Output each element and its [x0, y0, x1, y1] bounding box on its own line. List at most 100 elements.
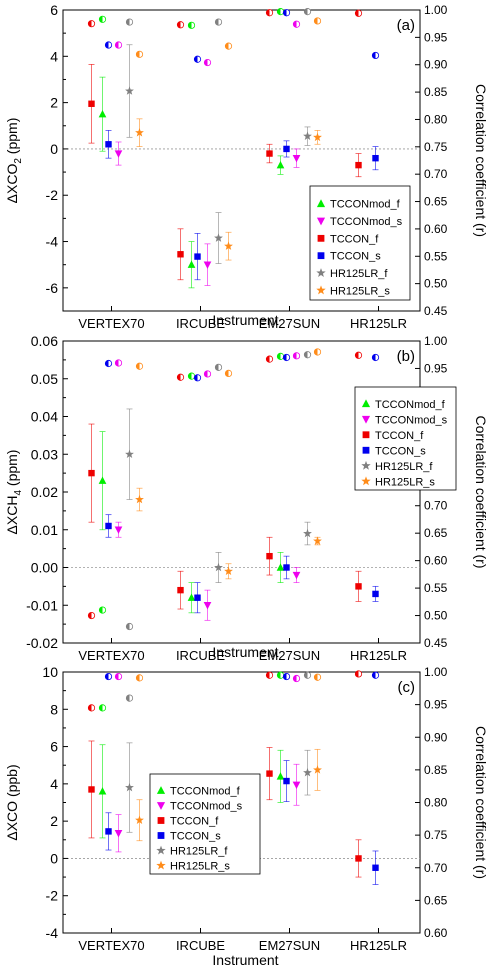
legend-marker	[361, 476, 371, 486]
y2-tick-label: 0.80	[424, 796, 448, 810]
data-point	[266, 150, 273, 157]
correlation-point	[313, 17, 322, 25]
data-point	[187, 593, 196, 601]
correlation-point	[125, 694, 134, 702]
y-tick-label: 0	[50, 850, 58, 866]
correlation-point	[354, 9, 363, 17]
y-tick-label: -2	[46, 187, 59, 203]
data-point	[194, 253, 201, 260]
correlation-point	[214, 18, 223, 26]
legend-marker	[362, 431, 370, 439]
data-point	[88, 100, 95, 107]
y2-tick-label: 1.00	[424, 665, 448, 679]
correlation-point	[292, 352, 301, 360]
y2-axis-title: Correlation coefficient (r)	[473, 415, 488, 568]
legend-label: TCCON_s	[375, 445, 426, 457]
correlation-point	[265, 355, 274, 363]
x-tick-label: IRCUBE	[176, 316, 225, 331]
correlation-point	[303, 8, 312, 16]
legend-label: TCCONmod_s	[330, 216, 403, 228]
x-tick-label: VERTEX70	[78, 316, 144, 331]
correlation-point	[98, 704, 107, 712]
legend-label: TCCON_f	[170, 816, 219, 828]
y2-tick-label: 0.55	[424, 249, 448, 263]
correlation-point	[87, 611, 96, 620]
legend-label: TCCONmod_f	[170, 786, 241, 798]
data-point	[105, 828, 112, 835]
y-tick-label: 6	[50, 739, 58, 755]
legend-marker	[361, 460, 371, 470]
correlation-point	[176, 21, 185, 29]
y-tick-label: -6	[46, 280, 59, 296]
y2-tick-label: 0.50	[424, 609, 448, 623]
y2-tick-label: 0.60	[424, 926, 448, 940]
data-point	[114, 830, 123, 838]
y-tick-label: 0	[50, 141, 58, 157]
data-point	[203, 602, 212, 610]
data-point	[98, 476, 107, 484]
y2-tick-label: 0.75	[424, 140, 448, 154]
correlation-point	[114, 672, 123, 681]
correlation-point	[203, 370, 212, 378]
legend: TCCONmod_f TCCONmod_s TCCON_f TCCON_s HR125L…	[149, 773, 261, 875]
y2-tick-label: 0.90	[424, 58, 448, 72]
legend-label: TCCON_s	[170, 831, 221, 843]
y2-tick-label: 0.50	[424, 277, 448, 291]
x-tick-label: IRCUBE	[176, 938, 225, 953]
data-point	[125, 782, 134, 792]
data-point	[355, 855, 362, 862]
legend-label: TCCONmod_f	[375, 399, 446, 411]
data-point	[114, 150, 123, 158]
y2-tick-label: 0.45	[424, 636, 448, 650]
correlation-point	[354, 670, 363, 678]
y-tick-label: 0.00	[31, 560, 58, 576]
correlation-point	[114, 41, 123, 49]
legend-label: TCCON_f	[330, 233, 379, 245]
y2-tick-label: 0.95	[424, 30, 448, 44]
legend-marker	[361, 399, 371, 408]
x-axis-title: Instrument	[212, 644, 278, 660]
correlation-point	[87, 704, 96, 712]
correlation-point	[354, 351, 363, 359]
correlation-point	[282, 9, 291, 17]
legend-label: HR125LR_s	[330, 285, 390, 297]
y-tick-label: -4	[46, 234, 59, 250]
legend-label: TCCON_s	[330, 251, 381, 263]
correlation-point	[276, 8, 285, 16]
y2-tick-label: 0.60	[424, 222, 448, 236]
correlation-point	[276, 352, 285, 360]
data-point	[135, 128, 144, 137]
correlation-point	[265, 9, 274, 17]
data-point	[194, 594, 201, 601]
data-point	[313, 536, 322, 545]
data-point	[224, 566, 233, 576]
data-point	[98, 787, 107, 795]
y2-tick-label: 0.45	[424, 304, 448, 318]
data-point	[283, 564, 290, 571]
data-point	[203, 261, 212, 269]
data-point	[292, 781, 301, 789]
correlation-point	[125, 622, 134, 631]
data-point	[276, 772, 285, 780]
correlation-point	[313, 348, 322, 356]
y2-axis-title: Correlation coefficient (r)	[473, 726, 488, 879]
legend-marker	[362, 446, 370, 454]
correlation-point	[193, 55, 202, 63]
correlation-point	[276, 671, 285, 679]
y-tick-label: 0.03	[31, 446, 58, 462]
correlation-point	[203, 58, 212, 67]
y2-tick-label: 0.60	[424, 554, 448, 568]
data-point	[214, 233, 223, 242]
y2-tick-label: 0.65	[424, 526, 448, 540]
plot-frame	[62, 9, 421, 312]
data-point	[292, 154, 301, 163]
panel-label: (a)	[397, 17, 415, 34]
y2-tick-label: 0.95	[424, 698, 448, 712]
data-point	[105, 141, 112, 148]
legend: TCCONmod_f TCCONmod_s TCCON_f TCCON_s HR125L…	[354, 386, 457, 491]
data-point	[114, 526, 123, 534]
legend-label: TCCONmod_f	[330, 199, 401, 211]
legend-label: HR125LR_s	[170, 861, 230, 873]
legend-label: TCCONmod_s	[170, 801, 243, 813]
correlation-point	[371, 353, 380, 362]
